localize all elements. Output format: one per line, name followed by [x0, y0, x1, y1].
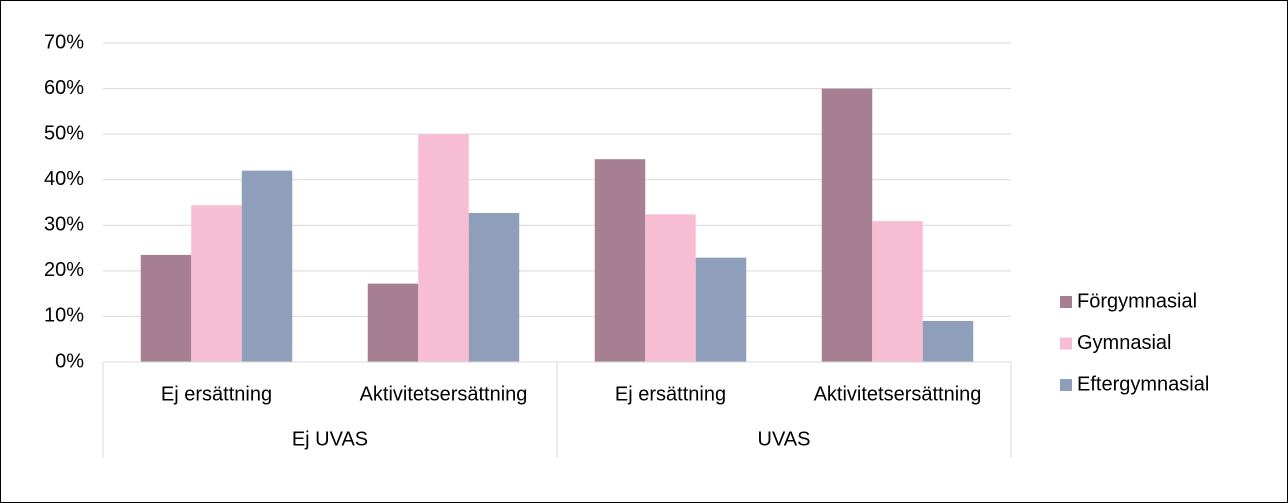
- legend-label: Eftergymnasial: [1077, 373, 1209, 395]
- bar: [594, 159, 646, 362]
- bar: [821, 88, 873, 363]
- bar: [140, 254, 192, 362]
- legend-swatch: [1060, 296, 1072, 308]
- bar: [418, 134, 469, 362]
- bar: [922, 320, 974, 362]
- bar: [695, 257, 747, 362]
- bar: [645, 214, 696, 362]
- group-label: Ej UVAS: [292, 428, 368, 450]
- bar: [191, 205, 242, 362]
- x-tick-label: Aktivitetsersättning: [360, 383, 528, 405]
- y-tick-label: 10%: [44, 305, 84, 327]
- y-tick-label: 70%: [44, 31, 84, 53]
- bar: [367, 283, 419, 362]
- y-tick-label: 60%: [44, 77, 84, 99]
- legend-label: Gymnasial: [1077, 332, 1171, 354]
- y-tick-label: 20%: [44, 259, 84, 281]
- bar: [872, 221, 923, 362]
- legend-swatch: [1060, 337, 1072, 350]
- y-tick-label: 0%: [55, 350, 84, 372]
- x-tick-label: Ej ersättning: [161, 383, 272, 405]
- group-label: UVAS: [758, 428, 811, 450]
- y-tick-label: 40%: [44, 168, 84, 190]
- bar: [241, 170, 293, 362]
- x-tick-label: Aktivitetsersättning: [814, 383, 982, 405]
- bar: [468, 212, 520, 362]
- legend-swatch: [1060, 379, 1072, 391]
- y-tick-label: 30%: [44, 214, 84, 236]
- y-tick-label: 50%: [44, 122, 84, 144]
- legend-label: Förgymnasial: [1077, 290, 1197, 312]
- x-tick-label: Ej ersättning: [615, 383, 726, 405]
